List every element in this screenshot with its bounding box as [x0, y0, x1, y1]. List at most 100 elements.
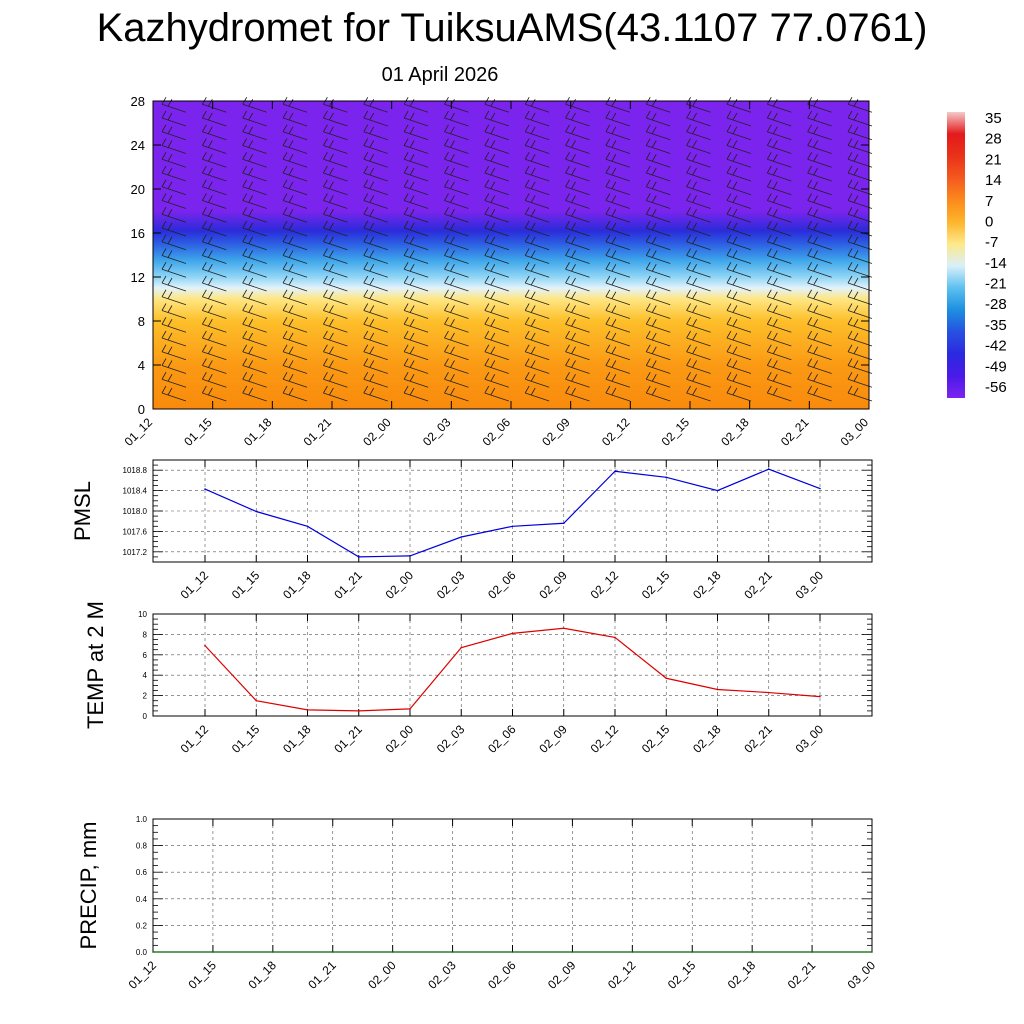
- x-tick-label: 02_18: [690, 722, 724, 756]
- x-tick-label: 02_03: [425, 958, 459, 992]
- data-point: [212, 951, 214, 953]
- data-point: [306, 525, 309, 528]
- x-tick-label: 01_12: [126, 958, 160, 992]
- cs-x-tick-label: 01_21: [301, 415, 335, 449]
- x-tick-label: 01_21: [331, 568, 365, 602]
- colorbar-label: 35: [985, 110, 1002, 127]
- data-point: [751, 951, 753, 953]
- y-tick-label: 4: [143, 671, 148, 680]
- x-tick-label: 02_06: [485, 722, 519, 756]
- cs-y-tick-label: 12: [131, 270, 145, 285]
- cs-y-tick-label: 16: [131, 226, 145, 241]
- x-tick-label: 02_03: [434, 722, 468, 756]
- x-tick-label: 02_12: [588, 568, 622, 602]
- data-point: [511, 951, 514, 953]
- x-tick-label: 02_21: [785, 958, 819, 992]
- x-tick-label: 02_06: [485, 568, 519, 602]
- x-tick-label: 02_18: [690, 568, 724, 602]
- colorbar-label: -49: [985, 358, 1007, 375]
- data-point: [571, 951, 574, 953]
- data-point: [255, 510, 258, 513]
- colorbar-label: 28: [985, 131, 1002, 148]
- y-tick-label: 1017.2: [123, 548, 148, 557]
- x-tick-label: 02_18: [725, 958, 759, 992]
- colorbar-label: -21: [985, 276, 1007, 293]
- cs-y-tick-label: 8: [138, 314, 145, 329]
- colorbar-label: 14: [985, 172, 1002, 189]
- grid: [153, 460, 872, 562]
- data-point: [511, 525, 514, 528]
- data-series-line: [204, 468, 821, 558]
- data-point: [152, 951, 154, 953]
- colorbar-label: -56: [985, 379, 1007, 396]
- x-tick-label: 02_00: [383, 722, 417, 756]
- cs-x-tick-label: 02_21: [778, 415, 812, 449]
- data-point: [871, 951, 873, 953]
- data-point: [357, 556, 360, 558]
- data-point: [767, 691, 770, 694]
- colorbar-label: -35: [985, 317, 1007, 334]
- cs-x-tick-label: 02_15: [659, 415, 693, 449]
- y-axis-label: TEMP at 2 M: [83, 601, 108, 729]
- x-tick-label: 02_09: [536, 722, 570, 756]
- x-tick-label: 03_00: [793, 722, 827, 756]
- x-tick-label: 01_18: [245, 958, 279, 992]
- x-tick-label: 02_21: [741, 722, 775, 756]
- y-axis-label: PMSL: [70, 481, 95, 541]
- cs-x-tick-label: 02_06: [480, 415, 514, 449]
- cs-x-tick-label: 02_18: [718, 415, 752, 449]
- x-tick-label: 03_00: [793, 568, 827, 602]
- y-tick-label: 1018.4: [123, 487, 148, 496]
- pmsl-panel: 01_12 01_15 01_18 01_21 02_00 02_03 02_06 02_09…: [70, 459, 873, 602]
- y-tick-label: 0.4: [136, 895, 148, 904]
- cs-x-tick-label: 02_12: [599, 415, 633, 449]
- colorbar-label: -14: [985, 255, 1007, 272]
- data-point: [614, 470, 616, 473]
- x-tick-label: 02_15: [665, 958, 699, 992]
- data-point: [357, 710, 360, 712]
- data-point: [460, 646, 463, 649]
- data-point: [562, 522, 565, 525]
- colorbar-label: -7: [985, 234, 998, 251]
- x-tick-label: 01_15: [229, 568, 263, 602]
- cs-y-tick-label: 20: [131, 182, 145, 197]
- y-tick-label: 6: [143, 651, 148, 660]
- x-tick-label: 02_12: [588, 722, 622, 756]
- data-point: [204, 644, 206, 647]
- data-point: [409, 708, 411, 710]
- x-tick-label: 02_21: [741, 568, 775, 602]
- y-tick-label: 0.2: [136, 921, 148, 930]
- data-point: [272, 951, 274, 953]
- colorbar-label: -28: [985, 296, 1007, 313]
- data-point: [306, 709, 309, 711]
- colorbar-label: 7: [985, 193, 993, 210]
- cs-x-tick-label: 01_18: [241, 415, 275, 449]
- data-point: [562, 627, 565, 630]
- y-tick-label: 1017.6: [123, 527, 148, 536]
- y-tick-label: 8: [143, 630, 148, 639]
- data-point: [631, 951, 634, 953]
- x-tick-label: 01_15: [186, 958, 220, 992]
- x-tick-label: 02_00: [365, 958, 399, 992]
- cs-x-tick-label: 02_03: [420, 415, 454, 449]
- cs-y-tick-label: 24: [131, 138, 145, 153]
- data-point: [665, 677, 668, 680]
- x-tick-label: 03_00: [845, 958, 879, 992]
- data-point: [204, 488, 206, 490]
- chart-title: Kazhydromet for TuiksuAMS(43.1107 77.076…: [96, 6, 928, 50]
- y-axis-label: PRECIP, mm: [76, 822, 101, 950]
- cross-section-panel: 0 4 8 12 16 20 24 28 01_12 01_15 01_18 01_21 02_00 02…: [122, 94, 873, 449]
- data-point: [511, 632, 514, 635]
- x-tick-label: 01_12: [178, 722, 212, 756]
- x-tick-label: 02_15: [639, 568, 673, 602]
- y-tick-label: 2: [143, 692, 148, 701]
- colorbar: 35 28 21 14 7 0 -7 -14 -21 -28 -35 -42 -49 -56: [947, 110, 1007, 398]
- data-point: [409, 555, 411, 557]
- x-tick-label: 02_06: [485, 958, 519, 992]
- data-point: [819, 695, 821, 698]
- x-tick-label: 01_21: [331, 722, 365, 756]
- data-point: [331, 951, 334, 953]
- grid: [152, 818, 873, 953]
- x-tick-label: 02_03: [434, 568, 468, 602]
- colorbar-label: 21: [985, 151, 1002, 168]
